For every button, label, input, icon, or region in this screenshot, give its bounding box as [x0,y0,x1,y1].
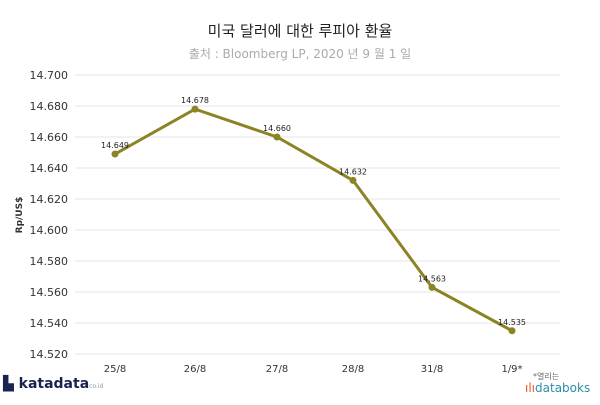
y-axis-label: Rp/US$ [15,197,25,234]
y-tick-label: 14.680 [30,100,69,113]
brand-right: databoks [535,381,591,395]
databoks-icon: ılı [525,381,536,395]
data-label: 14.649 [101,141,129,150]
x-tick-label: 28/8 [342,364,364,375]
x-tick-label: 31/8 [421,364,443,375]
data-label: 14.563 [418,274,446,283]
brand-left: katadata [18,376,90,392]
data-label: 14.632 [339,167,367,176]
y-tick-label: 14.640 [30,162,69,175]
x-tick-label: 27/8 [266,364,288,375]
y-tick-label: 14.560 [30,286,69,299]
data-label: 14.678 [181,96,209,105]
x-tick-label: 25/8 [104,364,126,375]
y-tick-label: 14.520 [30,348,69,361]
x-tick-label: 1/9* [501,364,522,375]
data-point [428,283,436,291]
chart-title: 미국 달러에 대한 루피아 환율 [207,22,393,40]
databoks-logo: ılıdataboks [525,381,590,395]
chart-subtitle: 출처 : Bloomberg LP, 2020 년 9 월 1 일 [188,47,412,61]
data-point [191,105,199,113]
katadata-logo: ▙ katadataco.id [3,376,104,392]
y-tick-label: 14.540 [30,317,69,330]
data-point [349,176,357,184]
data-point [111,150,119,158]
data-point [273,133,281,141]
footnote: *열리는 [533,372,560,381]
y-tick-label: 14.660 [30,131,69,144]
y-tick-label: 14.700 [30,69,69,82]
series-line [114,107,513,333]
data-label: 14.660 [263,124,291,133]
brand-left-suffix: co.id [89,383,104,390]
y-tick-label: 14.580 [30,255,69,268]
data-label: 14.535 [498,318,526,327]
y-tick-label: 14.600 [30,224,69,237]
x-tick-label: 26/8 [184,364,206,375]
y-tick-label: 14.620 [30,193,69,206]
data-point [508,327,516,335]
